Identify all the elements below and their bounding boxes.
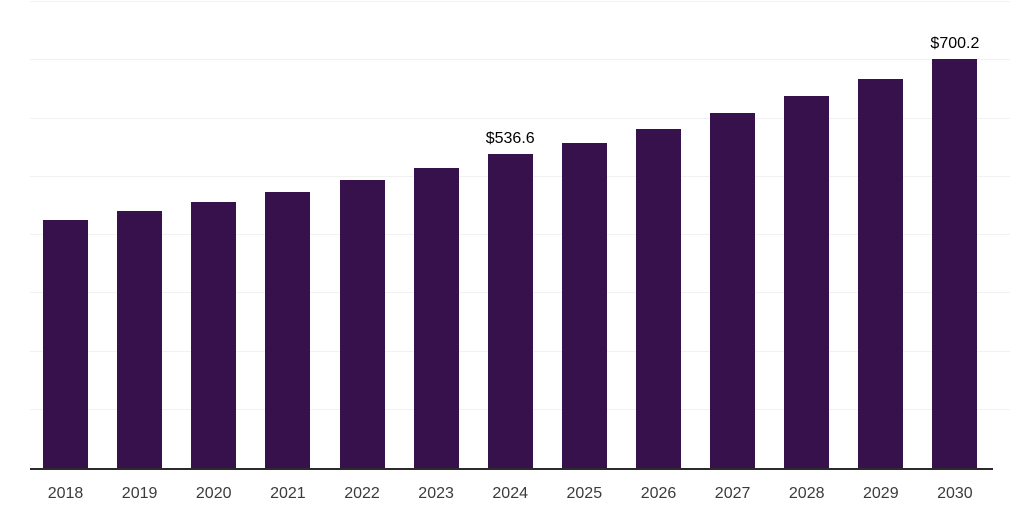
bar-2024	[487, 154, 533, 468]
x-tick-label-2023: 2023	[418, 485, 454, 502]
bar-2020	[191, 202, 237, 468]
bar-2022	[339, 180, 385, 468]
gridline-700	[30, 59, 1010, 61]
bar-2021	[265, 191, 311, 468]
x-axis-line	[30, 468, 993, 470]
bar-2028	[784, 95, 830, 468]
gridline-800	[30, 1, 1010, 2]
x-tick-label-2021: 2021	[270, 485, 306, 502]
bar-2026	[636, 128, 681, 468]
x-tick-label-2029: 2029	[863, 485, 899, 502]
data-label-2030: $700.2	[930, 35, 980, 53]
x-tick-label-2027: 2027	[714, 485, 751, 502]
x-tick-label-2019: 2019	[121, 485, 158, 502]
data-label-2024: $536.6	[485, 130, 535, 148]
x-tick-label-2030: 2030	[937, 485, 973, 502]
bar-2025	[561, 142, 607, 468]
bar-2027	[710, 112, 756, 468]
bar-2019	[117, 210, 163, 468]
bar-2018	[43, 220, 88, 468]
x-tick-label-2020: 2020	[195, 485, 232, 502]
x-tick-label-2022: 2022	[344, 485, 380, 502]
x-tick-label-2024: 2024	[492, 485, 528, 502]
bar-2023	[413, 167, 459, 468]
bar-2030	[932, 59, 978, 468]
x-tick-label-2026: 2026	[640, 485, 677, 502]
x-tick-label-2028: 2028	[788, 485, 825, 502]
x-tick-label-2025: 2025	[566, 485, 603, 502]
gridline-600	[30, 117, 1010, 119]
x-tick-label-2018: 2018	[47, 485, 84, 502]
bar-2029	[858, 79, 904, 468]
